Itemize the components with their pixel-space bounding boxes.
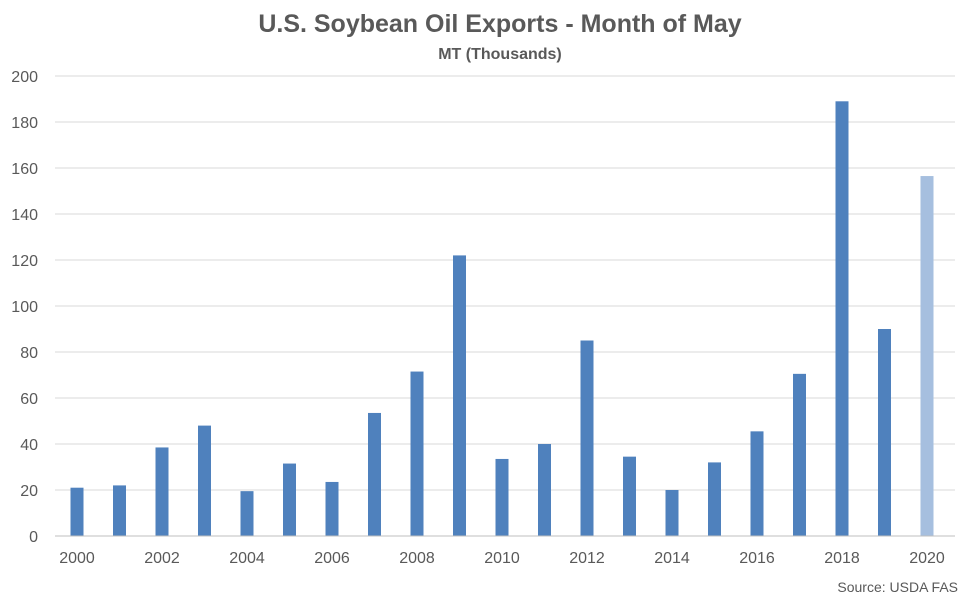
- bar-2001: [113, 485, 126, 536]
- x-tick-label-2018: 2018: [824, 550, 860, 567]
- x-tick-label-2002: 2002: [144, 550, 180, 567]
- x-tick-label-2008: 2008: [399, 550, 435, 567]
- y-tick-label-180: 180: [11, 115, 38, 132]
- bar-2017: [793, 373, 806, 536]
- bar-2016: [750, 431, 764, 536]
- y-tick-label-60: 60: [20, 391, 38, 408]
- bar-2020: [920, 176, 934, 537]
- y-tick-label-0: 0: [29, 529, 38, 546]
- y-tick-label-100: 100: [11, 299, 38, 316]
- bar-2006: [325, 481, 339, 536]
- bar-2013: [623, 456, 636, 536]
- y-tick-label-140: 140: [11, 207, 38, 224]
- y-tick-label-20: 20: [20, 483, 38, 500]
- bar-2005: [283, 463, 296, 536]
- bar-2000: [70, 487, 84, 536]
- x-tick-label-2014: 2014: [654, 550, 690, 567]
- x-tick-label-2004: 2004: [229, 550, 265, 567]
- chart-title: U.S. Soybean Oil Exports - Month of May: [258, 10, 741, 38]
- bar-2010: [495, 458, 509, 536]
- bar-2002: [155, 447, 169, 536]
- bar-2015: [708, 462, 721, 536]
- x-tick-label-2020: 2020: [909, 550, 945, 567]
- bar-2007: [368, 412, 381, 536]
- y-tick-label-80: 80: [20, 345, 38, 362]
- bar-2012: [580, 340, 594, 536]
- gridlines: [55, 75, 955, 491]
- bar-2014: [665, 490, 679, 536]
- x-tick-label-2000: 2000: [59, 550, 95, 567]
- bars: [70, 101, 934, 537]
- bar-2009: [453, 255, 466, 536]
- x-tick-label-2016: 2016: [739, 550, 775, 567]
- y-axis-ticks: 0 20 40 60 80 100 120 140 160 180 200: [11, 69, 38, 546]
- y-tick-label-200: 200: [11, 69, 38, 86]
- x-tick-label-2012: 2012: [569, 550, 605, 567]
- y-tick-label-40: 40: [20, 437, 38, 454]
- bar-2019: [878, 329, 891, 536]
- x-axis-ticks: 2000 2002 2004 2006 2008 2010 2012 2014 2016 2018…: [59, 550, 945, 567]
- bar-2004: [240, 491, 254, 536]
- bar-2003: [198, 425, 211, 536]
- y-tick-label-160: 160: [11, 161, 38, 178]
- bar-2011: [538, 444, 551, 536]
- bar-2018: [835, 101, 849, 537]
- chart-subtitle: MT (Thousands): [438, 46, 562, 63]
- source-note: Source: USDA FAS: [837, 579, 958, 595]
- y-tick-label-120: 120: [11, 253, 38, 270]
- bar-2008: [410, 371, 424, 536]
- x-tick-label-2010: 2010: [484, 550, 520, 567]
- x-tick-label-2006: 2006: [314, 550, 350, 567]
